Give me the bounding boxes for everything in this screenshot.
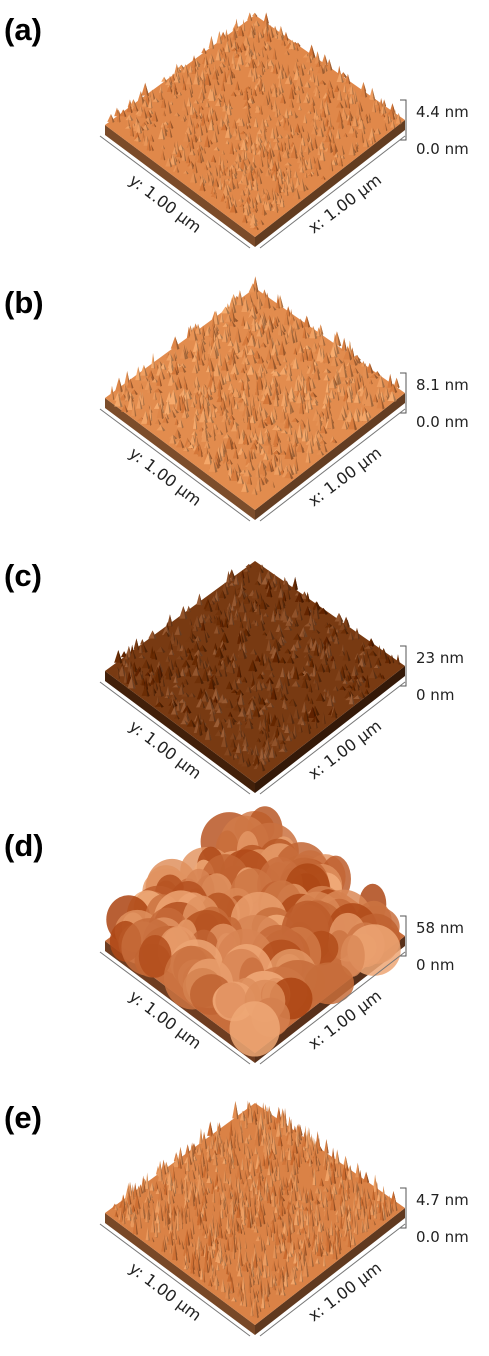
afm-panel: (c)23 nm0 nmy: 1.00 µmx: 1.00 µm [4,558,464,794]
z-min-label: 0 nm [416,686,454,704]
z-max-label: 23 nm [416,649,464,667]
z-min-label: 0.0 nm [416,140,469,158]
afm-panel: (a)4.4 nm0.0 nmy: 1.00 µmx: 1.00 µm [4,12,469,248]
z-max-label: 4.4 nm [416,103,469,121]
figure: (a)4.4 nm0.0 nmy: 1.00 µmx: 1.00 µm(b)8.… [0,0,489,1356]
afm-panel: (d)58 nm0 nmy: 1.00 µmx: 1.00 µm [4,806,464,1064]
panel-label: (c) [4,558,42,593]
z-min-label: 0.0 nm [416,413,469,431]
panel-label: (a) [4,12,42,47]
panel-label: (d) [4,828,44,863]
afm-panel: (b)8.1 nm0.0 nmy: 1.00 µmx: 1.00 µm [4,276,469,521]
panel-label: (b) [4,285,44,320]
z-max-label: 8.1 nm [416,376,469,394]
